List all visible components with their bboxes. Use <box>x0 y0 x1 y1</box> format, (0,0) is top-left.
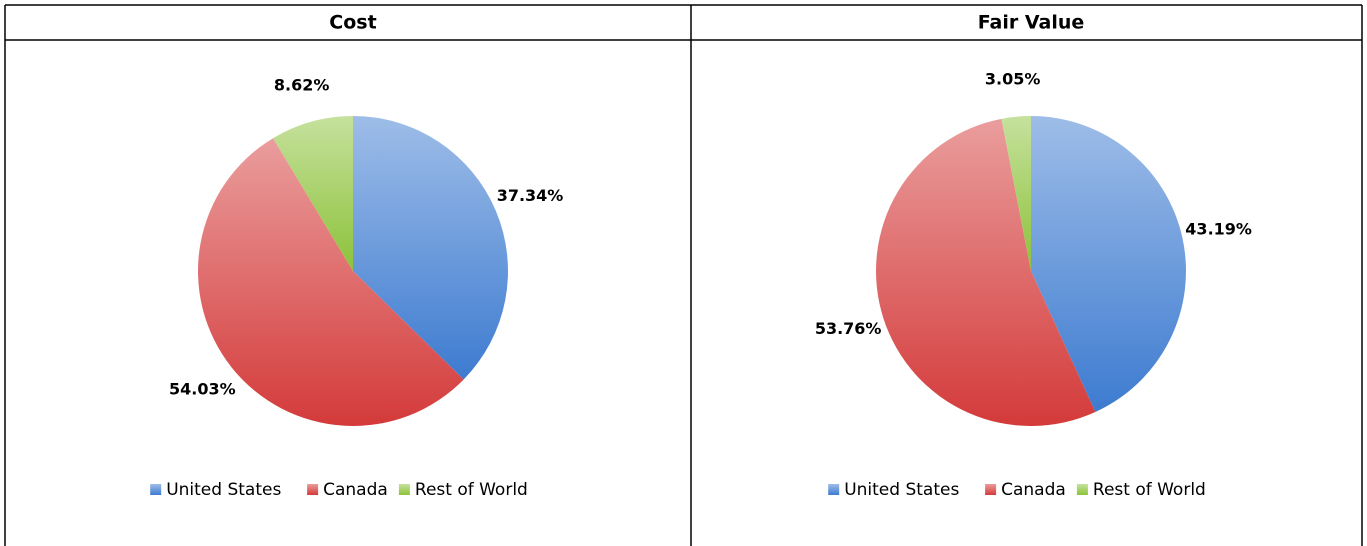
legend-label: Rest of World <box>1093 480 1206 500</box>
pie-slice <box>197 138 464 427</box>
pie-slice <box>875 118 1096 427</box>
pie-slice <box>1001 116 1031 271</box>
data-label: 43.19% <box>1185 220 1252 239</box>
data-label: 53.76% <box>815 319 882 338</box>
legend-swatch <box>1076 484 1088 495</box>
legend-label: Canada <box>1001 480 1066 500</box>
legend-label: United States <box>166 480 281 500</box>
data-label: 54.03% <box>169 379 236 398</box>
legend-label: Rest of World <box>415 480 528 500</box>
pie-slice <box>273 116 353 271</box>
chart-title: Cost <box>329 12 376 34</box>
legend-swatch <box>828 484 840 495</box>
pie-slice <box>353 116 508 380</box>
chart-title: Fair Value <box>978 12 1085 34</box>
legend-swatch <box>150 484 162 495</box>
legend-swatch <box>398 484 410 495</box>
legend-swatch <box>307 484 319 495</box>
data-label: 37.34% <box>497 186 564 205</box>
legend-swatch <box>985 484 997 495</box>
legend-label: United States <box>844 480 959 500</box>
data-label: 8.62% <box>274 75 330 94</box>
legend-label: Canada <box>323 480 388 500</box>
pie-slice <box>1031 116 1186 413</box>
data-label: 3.05% <box>985 69 1041 88</box>
